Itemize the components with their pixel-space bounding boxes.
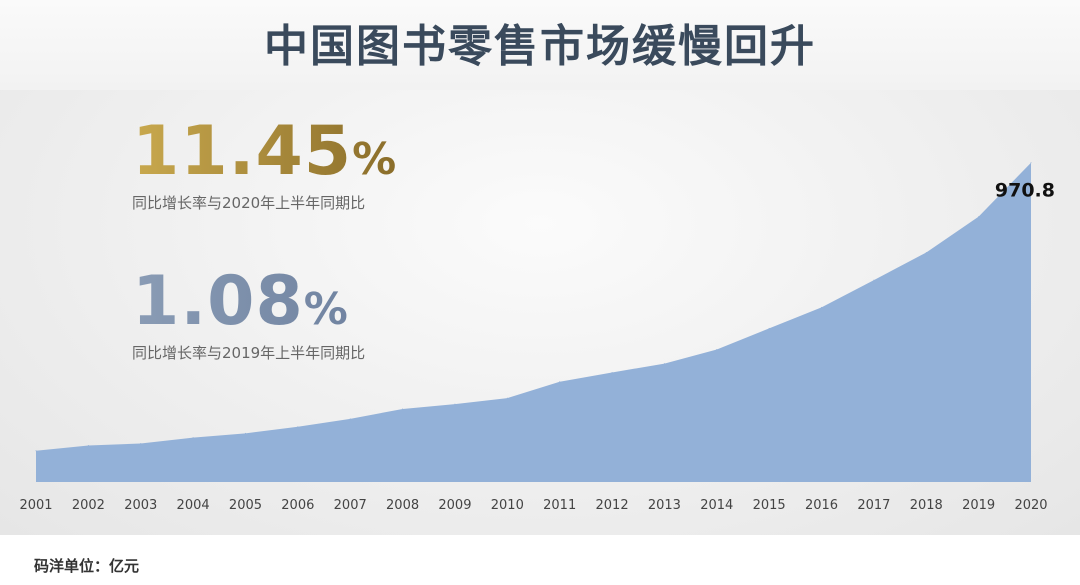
data-point-2001 [35, 450, 37, 452]
x-tick-label: 2003 [124, 498, 157, 513]
data-point-2006 [297, 426, 299, 428]
data-point-2019 [978, 216, 980, 218]
x-tick-label: 2012 [596, 498, 629, 513]
last-value-label: 970.8 [995, 180, 1055, 202]
x-tick-label: 2008 [386, 498, 419, 513]
data-point-2013 [663, 363, 665, 365]
x-tick-label: 2017 [857, 498, 890, 513]
x-tick-label: 2020 [1014, 498, 1047, 513]
data-point-2015 [768, 327, 770, 329]
data-point-2020 [1030, 162, 1032, 164]
unit-footnote: 码洋单位：亿元 [34, 557, 140, 575]
data-point-2010 [506, 397, 508, 399]
x-tick-label: 2015 [753, 498, 786, 513]
x-tick-label: 2002 [72, 498, 105, 513]
x-tick-label: 2014 [700, 498, 733, 513]
x-tick-label: 2016 [805, 498, 838, 513]
data-point-2018 [925, 251, 927, 253]
data-point-2002 [87, 444, 89, 446]
x-tick-label: 2011 [543, 498, 576, 513]
stat-2020-note: 同比增长率与2020年上半年同期比 [132, 194, 366, 212]
data-point-2009 [454, 403, 456, 405]
x-tick-label: 2009 [438, 498, 471, 513]
x-tick-label: 2001 [19, 498, 52, 513]
x-tick-label: 2019 [962, 498, 995, 513]
x-tick-label: 2013 [648, 498, 681, 513]
stat-2019-value: 1.08% [132, 268, 365, 336]
x-tick-label: 2010 [491, 498, 524, 513]
data-point-2012 [611, 371, 613, 373]
data-point-2014 [716, 348, 718, 350]
x-tick-label: 2004 [177, 498, 210, 513]
stat-2020-value: 11.45% [132, 112, 398, 191]
data-point-2016 [821, 306, 823, 308]
data-point-2003 [140, 443, 142, 445]
data-point-2008 [402, 408, 404, 410]
page-title: 中国图书零售市场缓慢回升 [264, 21, 816, 72]
series-area [36, 162, 1031, 483]
x-tick-label: 2018 [910, 498, 943, 513]
x-tick-label: 2007 [334, 498, 367, 513]
data-point-2004 [192, 437, 194, 439]
data-point-2007 [349, 418, 351, 420]
data-point-2017 [873, 279, 875, 281]
data-point-2005 [244, 432, 246, 434]
stat-2019-note: 同比增长率与2019年上半年同期比 [132, 344, 366, 362]
x-tick-label: 2005 [229, 498, 262, 513]
header-band: 中国图书零售市场缓慢回升 [0, 0, 1080, 90]
stat-2019: 1.08% 同比增长率与2019年上半年同期比 [132, 268, 365, 363]
stat-2020: 11.45% 同比增长率与2020年上半年同期比 [132, 118, 397, 213]
data-point-2011 [559, 381, 561, 383]
x-tick-label: 2006 [281, 498, 314, 513]
